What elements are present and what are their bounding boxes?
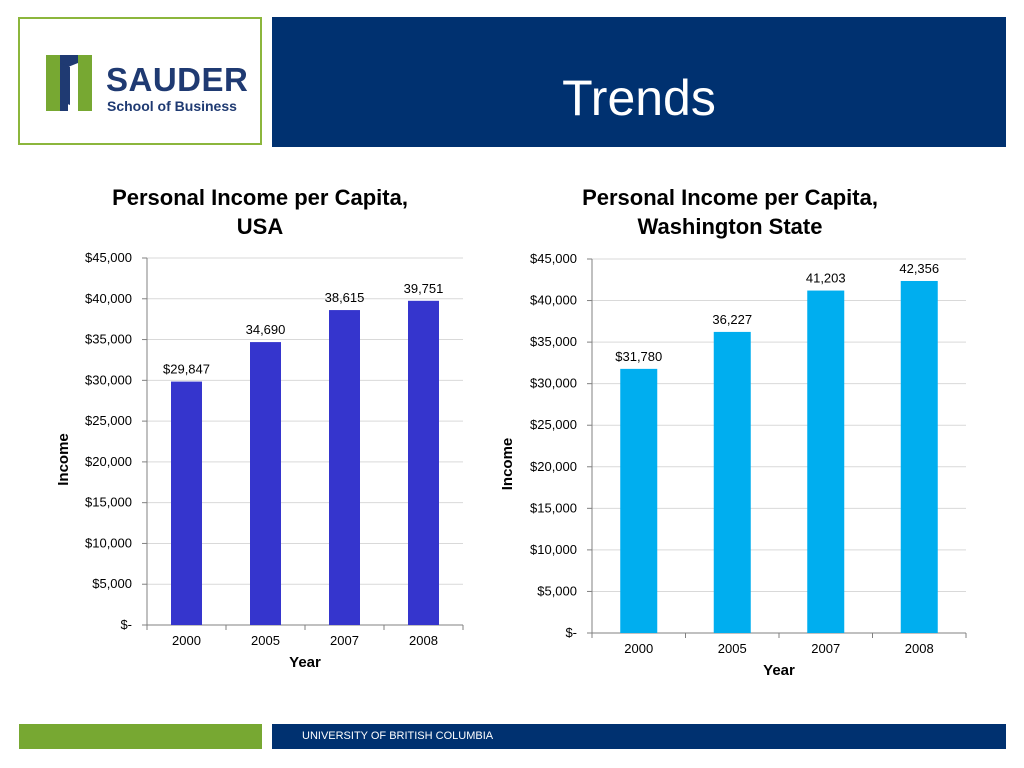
y-tick-label: $5,000 — [92, 576, 132, 591]
bar — [807, 290, 845, 633]
data-label: 42,356 — [899, 261, 939, 276]
y-tick-label: $40,000 — [530, 293, 577, 308]
logo-name: SAUDER — [106, 61, 249, 98]
y-axis-title: Income — [55, 433, 72, 486]
x-tick-label: 2008 — [409, 633, 438, 648]
footer-blue-bar: UNIVERSITY OF BRITISH COLUMBIA — [272, 724, 1006, 749]
y-tick-label: $30,000 — [85, 372, 132, 387]
y-tick-label: $10,000 — [530, 542, 577, 557]
x-tick-label: 2005 — [251, 633, 280, 648]
y-tick-label: $40,000 — [85, 291, 132, 306]
y-tick-label: $- — [565, 625, 577, 640]
y-tick-label: $15,000 — [530, 500, 577, 515]
bar — [171, 381, 202, 625]
data-label: 39,751 — [404, 281, 444, 296]
chart-title-washington: Personal Income per Capita, Washington S… — [520, 183, 940, 241]
y-tick-label: $35,000 — [85, 332, 132, 347]
data-label: $29,847 — [163, 362, 210, 377]
slide-title: Trends — [272, 73, 1006, 123]
y-tick-label: $45,000 — [530, 251, 577, 266]
bar — [408, 300, 439, 625]
x-tick-label: 2007 — [811, 641, 840, 656]
x-tick-label: 2000 — [172, 633, 201, 648]
sauder-logo-mark-icon — [46, 55, 92, 111]
x-tick-label: 2005 — [718, 641, 747, 656]
data-label: 34,690 — [246, 322, 286, 337]
slide-title-text: Trends — [562, 70, 716, 126]
x-tick-label: 2000 — [624, 641, 653, 656]
chart-title-usa-line-2: USA — [236, 214, 284, 239]
y-tick-label: $45,000 — [85, 250, 132, 265]
bar — [250, 342, 281, 625]
logo-subtitle: School of Business — [107, 98, 237, 114]
y-tick-label: $20,000 — [530, 459, 577, 474]
chart-title-usa-line-1: Personal Income per Capita, — [112, 185, 408, 210]
chart-title-washington-line-1: Personal Income per Capita, — [582, 185, 878, 210]
bar — [329, 310, 360, 625]
y-tick-label: $30,000 — [530, 376, 577, 391]
footer-university-name: UNIVERSITY OF BRITISH COLUMBIA — [302, 730, 494, 742]
y-axis-title: Income — [499, 438, 516, 491]
y-tick-label: $15,000 — [85, 495, 132, 510]
data-label: $31,780 — [615, 349, 662, 364]
data-label: 41,203 — [806, 271, 846, 286]
data-label: 38,615 — [325, 290, 365, 305]
x-axis-title: Year — [289, 654, 321, 671]
y-tick-label: $25,000 — [85, 413, 132, 428]
y-tick-label: $35,000 — [530, 334, 577, 349]
y-tick-label: $25,000 — [530, 417, 577, 432]
y-tick-label: $20,000 — [85, 454, 132, 469]
y-tick-label: $- — [120, 617, 132, 632]
bar — [620, 368, 658, 633]
x-axis-title: Year — [763, 662, 795, 679]
footer-green-bar — [19, 724, 262, 749]
x-tick-label: 2007 — [330, 633, 359, 648]
bar — [713, 331, 751, 633]
x-tick-label: 2008 — [905, 641, 934, 656]
data-label: 36,227 — [712, 312, 752, 327]
bar — [900, 280, 938, 633]
chart-title-usa: Personal Income per Capita, USA — [60, 183, 460, 241]
y-tick-label: $10,000 — [85, 535, 132, 550]
title-band: Trends — [272, 17, 1006, 147]
chart-title-washington-line-2: Washington State — [637, 214, 823, 239]
y-tick-label: $5,000 — [537, 583, 577, 598]
sauder-logo: SAUDER School of Business — [18, 17, 262, 145]
